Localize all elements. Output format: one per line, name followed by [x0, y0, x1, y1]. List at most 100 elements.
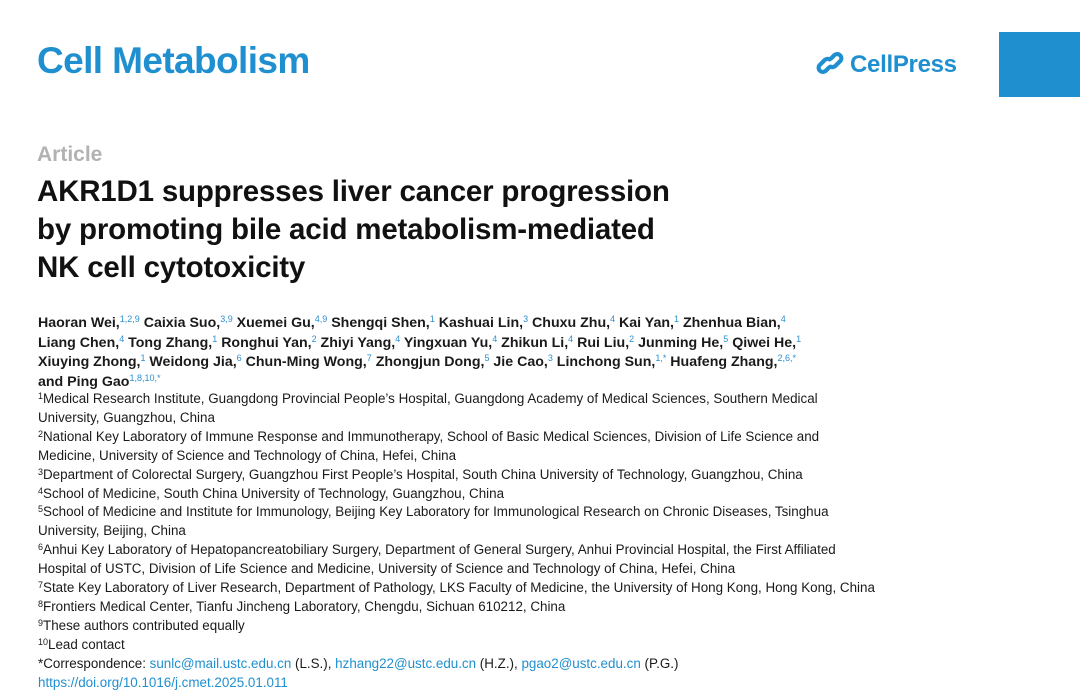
affiliation-line: 4School of Medicine, South China Univers…: [38, 485, 1058, 504]
affiliation-line: 3Department of Colorectal Surgery, Guang…: [38, 466, 1058, 485]
author-name[interactable]: Xuemei Gu,: [236, 315, 315, 331]
author-affiliation-marker[interactable]: 5: [484, 353, 490, 363]
author-affiliation-marker[interactable]: 1: [673, 314, 679, 324]
doi-link[interactable]: https://doi.org/10.1016/j.cmet.2025.01.0…: [38, 675, 288, 690]
correspondence-line: *Correspondence: sunlc@mail.ustc.edu.cn …: [38, 655, 678, 674]
affiliation-text: Medical Research Institute, Guangdong Pr…: [43, 391, 818, 406]
author-name[interactable]: Zhikun Li,: [501, 334, 569, 351]
affiliation-text: School of Medicine, South China Universi…: [43, 485, 505, 501]
title-line: NK cell cytotoxicity: [37, 251, 306, 284]
article-type-label: Article: [37, 143, 103, 166]
affiliation-list: 1Medical Research Institute, Guangdong P…: [38, 390, 1058, 655]
affiliation-text: Frontiers Medical Center, Tianfu Jinchen…: [43, 598, 566, 614]
email-link[interactable]: hzhang22@ustc.edu.cn: [335, 656, 477, 671]
author-name[interactable]: Shengqi Shen,: [331, 315, 430, 331]
author-name[interactable]: Tong Zhang,: [128, 334, 213, 351]
affiliation-line: 7State Key Laboratory of Liver Research,…: [38, 579, 1058, 598]
author-name[interactable]: Jie Cao,: [493, 354, 548, 370]
author-affiliation-marker[interactable]: 3,9: [220, 314, 233, 324]
affiliation-text: School of Medicine and Institute for Imm…: [43, 504, 829, 520]
author-affiliation-marker[interactable]: 4: [780, 314, 786, 324]
affiliation-line: Hospital of USTC, Division of Life Scien…: [38, 560, 1058, 579]
author-name[interactable]: Ronghui Yan,: [221, 334, 312, 351]
affiliation-text: Medicine, University of Science and Tech…: [38, 447, 457, 463]
author-name[interactable]: Junming He,: [638, 334, 724, 351]
author-affiliation-marker[interactable]: 1: [212, 333, 218, 344]
author-affiliation-marker[interactable]: 4: [610, 314, 616, 324]
cellpress-logo[interactable]: CellPress: [816, 48, 957, 82]
affiliation-line: 9These authors contributed equally: [38, 617, 1058, 636]
author-name[interactable]: Rui Liu,: [577, 334, 630, 351]
cellpress-wordmark: CellPress: [850, 51, 957, 78]
author-line: Haoran Wei,1,2,9 Caixia Suo,3,9 Xuemei G…: [38, 314, 1048, 334]
author-affiliation-marker[interactable]: 1: [796, 333, 802, 344]
affiliation-number: 8: [38, 598, 44, 609]
author-name[interactable]: Haoran Wei,: [38, 315, 120, 331]
author-name[interactable]: Weidong Jia,: [149, 354, 237, 370]
author-affiliation-marker[interactable]: 6: [236, 353, 242, 363]
affiliation-text: National Key Laboratory of Immune Respon…: [43, 428, 820, 444]
author-name[interactable]: Kai Yan,: [619, 315, 674, 331]
author-affiliation-marker[interactable]: 1,*: [655, 353, 667, 363]
article-title: AKR1D1 suppresses liver cancer progressi…: [37, 173, 670, 287]
affiliation-text: Lead contact: [48, 636, 125, 652]
affiliation-text: State Key Laboratory of Liver Research, …: [43, 580, 875, 596]
affiliation-text: University, Guangzhou, China: [38, 409, 215, 425]
correspondence-initials: (L.S.),: [291, 656, 336, 671]
author-name[interactable]: Zhongjun Dong,: [375, 354, 485, 370]
affiliation-line: 8Frontiers Medical Center, Tianfu Jinche…: [38, 598, 1058, 617]
author-affiliation-marker[interactable]: 1,2,9: [119, 314, 140, 324]
affiliation-line: 5School of Medicine and Institute for Im…: [38, 503, 1058, 522]
author-name[interactable]: Huafeng Zhang,: [670, 354, 778, 370]
author-affiliation-marker[interactable]: 4: [395, 333, 401, 344]
author-name[interactable]: Chuxu Zhu,: [532, 315, 611, 331]
affiliation-text: These authors contributed equally: [43, 617, 245, 633]
author-name[interactable]: Zhenhua Bian,: [682, 315, 781, 331]
affiliation-number: 4: [38, 485, 44, 496]
author-affiliation-marker[interactable]: 1: [429, 314, 435, 324]
author-name[interactable]: Qiwei He,: [732, 334, 797, 351]
author-name[interactable]: Chun-Ming Wong,: [245, 354, 367, 370]
affiliation-number: 5: [38, 504, 44, 515]
author-name[interactable]: Zhiyi Yang,: [320, 334, 396, 351]
author-list: Haoran Wei,1,2,9 Caixia Suo,3,9 Xuemei G…: [38, 314, 1048, 392]
affiliation-text: Department of Colorectal Surgery, Guangz…: [43, 466, 803, 482]
author-name[interactable]: Kashuai Lin,: [438, 315, 524, 331]
author-affiliation-marker[interactable]: 5: [723, 333, 729, 344]
title-line: AKR1D1 suppresses liver cancer progressi…: [37, 175, 670, 208]
author-line: Liang Chen,4 Tong Zhang,1 Ronghui Yan,2 …: [38, 334, 1048, 354]
author-affiliation-marker[interactable]: 2: [311, 333, 317, 344]
affiliation-line: 2National Key Laboratory of Immune Respo…: [38, 428, 1058, 447]
author-name[interactable]: Caixia Suo,: [143, 315, 221, 331]
author-name[interactable]: Yingxuan Yu,: [403, 334, 493, 351]
journal-title[interactable]: Cell Metabolism: [37, 40, 310, 81]
author-affiliation-marker[interactable]: 2,6,*: [777, 353, 796, 363]
author-line: and Ping Gao1,8,10,*: [38, 373, 1048, 393]
author-affiliation-marker[interactable]: 4: [119, 333, 125, 344]
author-affiliation-marker[interactable]: 4,9: [314, 314, 328, 324]
affiliation-number: 9: [38, 617, 44, 628]
email-link[interactable]: sunlc@mail.ustc.edu.cn: [149, 656, 292, 671]
author-affiliation-marker[interactable]: 7: [366, 353, 372, 363]
affiliation-line: 10Lead contact: [38, 636, 1058, 655]
author-affiliation-marker[interactable]: 3: [523, 314, 529, 324]
affiliation-line: Medicine, University of Science and Tech…: [38, 447, 1058, 466]
author-name[interactable]: Linchong Sun,: [556, 354, 656, 370]
author-affiliation-marker[interactable]: 1,8,10,*: [129, 372, 161, 383]
affiliation-number: 10: [38, 636, 49, 647]
affiliation-text: Anhui Key Laboratory of Hepatopancreatob…: [43, 542, 836, 558]
affiliation-text: Hospital of USTC, Division of Life Scien…: [38, 561, 736, 577]
author-name[interactable]: Liang Chen,: [38, 334, 120, 351]
author-affiliation-marker[interactable]: 1: [140, 353, 146, 363]
affiliation-line: 1Medical Research Institute, Guangdong P…: [38, 390, 1058, 409]
affiliation-number: 7: [38, 580, 44, 591]
affiliation-number: 6: [38, 542, 44, 553]
author-name[interactable]: Xiuying Zhong,: [38, 354, 141, 370]
author-affiliation-marker[interactable]: 4: [568, 333, 574, 344]
author-name[interactable]: and Ping Gao: [38, 373, 130, 390]
affiliation-number: 2: [38, 428, 44, 439]
author-affiliation-marker[interactable]: 2: [629, 333, 635, 344]
author-affiliation-marker[interactable]: 4: [492, 333, 498, 344]
email-link[interactable]: pgao2@ustc.edu.cn: [521, 656, 641, 671]
author-affiliation-marker[interactable]: 3: [547, 353, 553, 363]
